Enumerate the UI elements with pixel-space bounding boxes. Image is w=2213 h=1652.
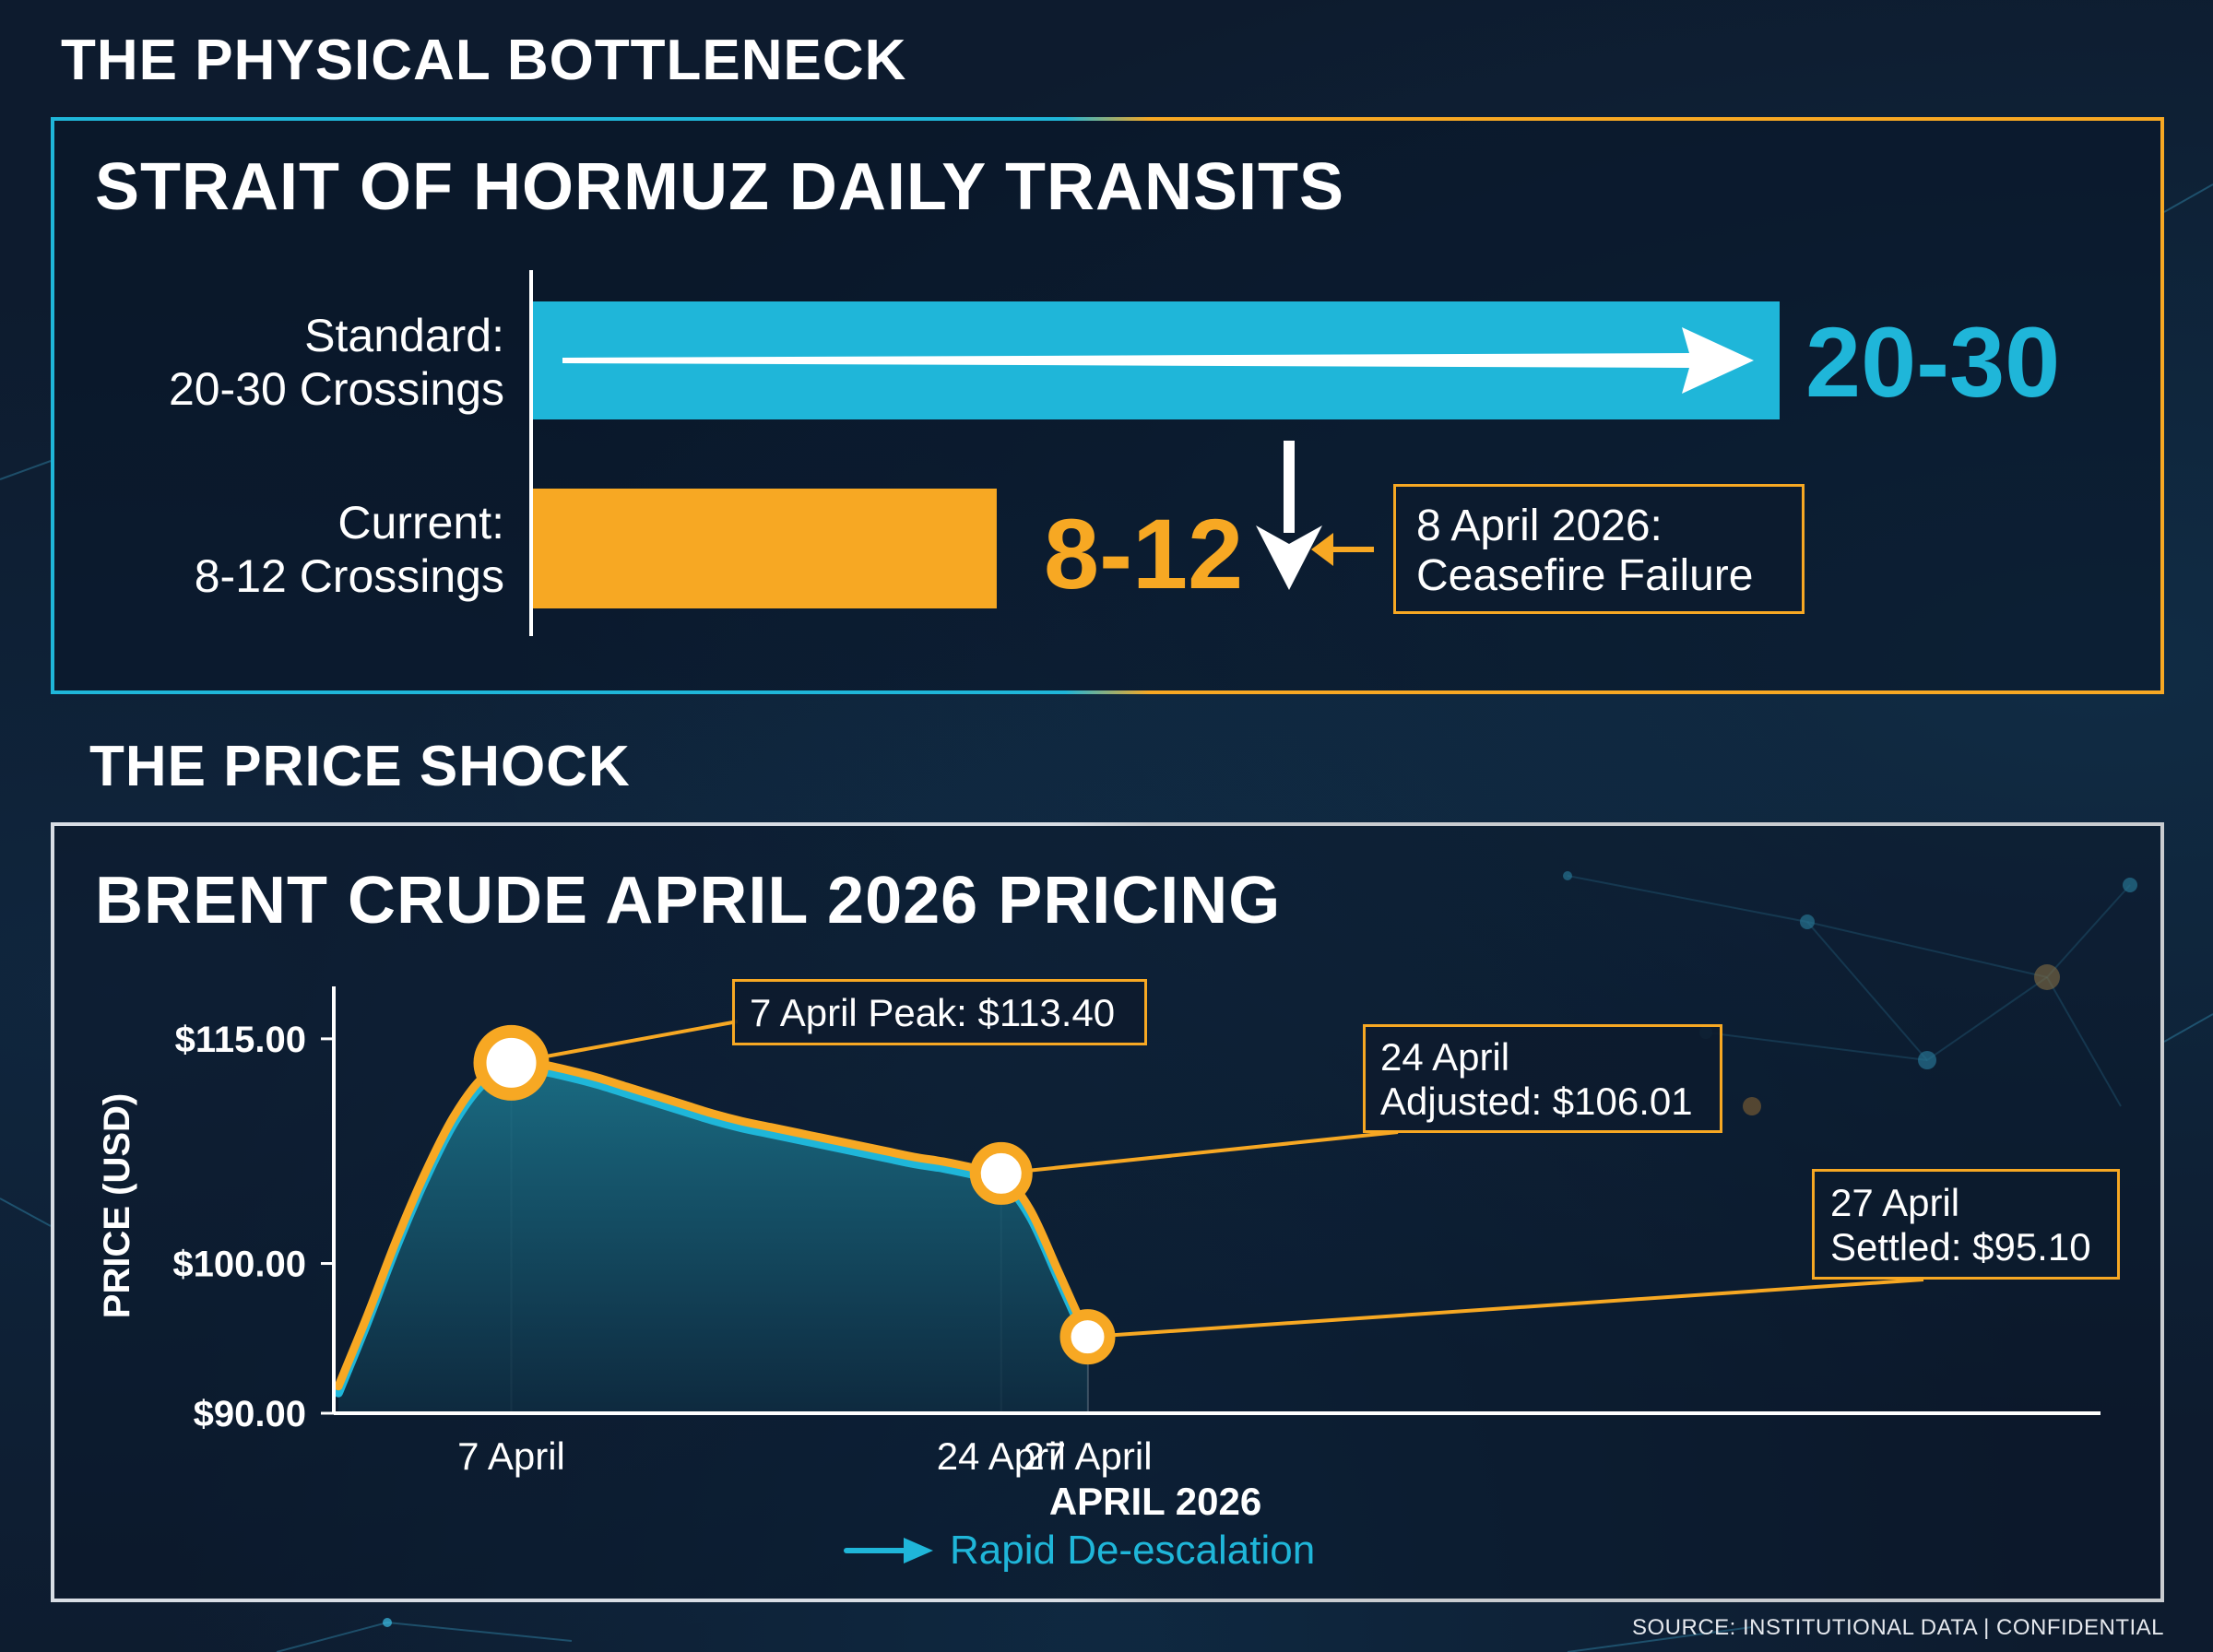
key-point-marker bbox=[969, 1141, 1033, 1205]
callout-leader-line bbox=[511, 1020, 739, 1065]
down-arrow-icon bbox=[1256, 441, 1322, 590]
section-title-price-shock: THE PRICE SHOCK bbox=[89, 735, 631, 798]
transits-chart-title: STRAIT OF HORMUZ DAILY TRANSITS bbox=[95, 150, 1345, 224]
bar-current bbox=[533, 489, 997, 608]
bar-label-standard-line1: Standard: bbox=[304, 310, 504, 361]
callout-leader-line bbox=[1087, 1278, 1924, 1339]
source-footer: SOURCE: INSTITUTIONAL DATA | CONFIDENTIA… bbox=[1631, 1615, 2164, 1640]
bar-label-standard: Standard: 20-30 Crossings bbox=[55, 309, 504, 416]
y-tick-label: $115.00 bbox=[175, 1020, 306, 1060]
callout-peak-line1: 7 April Peak: $113.40 bbox=[750, 991, 1116, 1034]
bar-label-current: Current: 8-12 Crossings bbox=[55, 496, 504, 603]
legend-arrow-icon bbox=[844, 1538, 933, 1564]
bar-arrow-right-icon bbox=[562, 327, 1754, 394]
x-tick-label: 7 April bbox=[457, 1434, 565, 1478]
y-axis-ticks: $90.00 $100.00 $115.00 bbox=[172, 1020, 334, 1434]
callout-settled: 27 April Settled: $95.10 bbox=[1812, 1169, 2120, 1280]
callout-adjusted: 24 April Adjusted: $106.01 bbox=[1363, 1024, 1722, 1133]
bar-label-standard-line2: 20-30 Crossings bbox=[168, 363, 504, 415]
callout-leaders bbox=[511, 1020, 1924, 1339]
callout-adjusted-line2: Adjusted: $106.01 bbox=[1380, 1080, 1693, 1123]
value-label-current: 8-12 bbox=[1044, 498, 1244, 609]
x-axis-label: APRIL 2026 bbox=[1049, 1480, 1261, 1523]
key-point-marker bbox=[473, 1024, 550, 1101]
callout-pointer-icon bbox=[1311, 533, 1374, 566]
y-tick-label: $90.00 bbox=[194, 1394, 306, 1434]
key-point-marker bbox=[1059, 1309, 1116, 1365]
legend-label: Rapid De-escalation bbox=[950, 1528, 1315, 1573]
callout-adjusted-line1: 24 April bbox=[1380, 1035, 1510, 1079]
section-title-bottleneck: THE PHYSICAL BOTTLENECK bbox=[61, 29, 907, 92]
ceasefire-callout-line2: Ceasefire Failure bbox=[1416, 551, 1754, 600]
pricing-chart-title: BRENT CRUDE APRIL 2026 PRICING bbox=[95, 864, 1282, 938]
y-tick-label: $100.00 bbox=[172, 1245, 306, 1285]
x-tick-label: 24 April bbox=[937, 1434, 1066, 1478]
x-tick-label: 27 April bbox=[1023, 1434, 1152, 1478]
bar-label-current-line1: Current: bbox=[337, 497, 504, 549]
price-area-fill bbox=[338, 1068, 1088, 1413]
price-line bbox=[334, 1057, 1092, 1391]
pricing-panel bbox=[51, 822, 2164, 1602]
bar-label-current-line2: 8-12 Crossings bbox=[194, 550, 504, 602]
ceasefire-callout-line1: 8 April 2026: bbox=[1416, 502, 1663, 550]
callout-peak: 7 April Peak: $113.40 bbox=[732, 979, 1147, 1045]
key-point-markers bbox=[473, 1024, 1116, 1365]
y-axis-label: PRICE (USD) bbox=[97, 1093, 137, 1318]
callout-leader-line bbox=[1000, 1130, 1399, 1175]
callout-settled-line1: 27 April bbox=[1830, 1181, 1960, 1224]
callout-settled-line2: Settled: $95.10 bbox=[1830, 1225, 2091, 1268]
value-label-standard: 20-30 bbox=[1805, 306, 2061, 418]
ceasefire-callout: 8 April 2026: Ceasefire Failure bbox=[1393, 484, 1805, 614]
